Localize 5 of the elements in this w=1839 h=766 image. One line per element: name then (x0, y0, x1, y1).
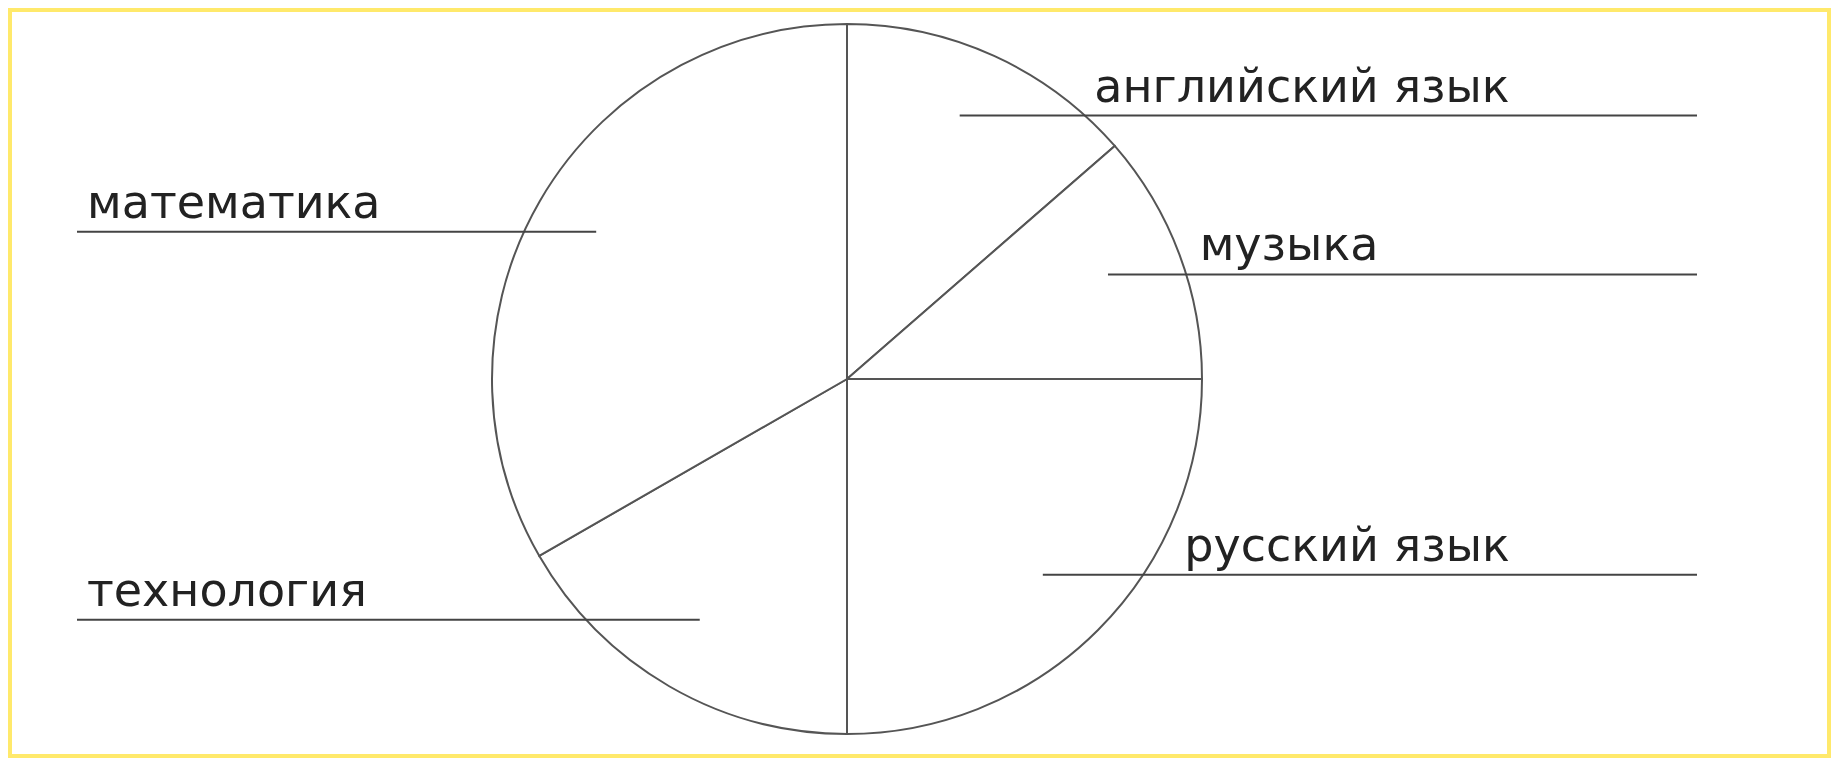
slice-label: технология (87, 562, 367, 617)
slice-label: русский язык (1184, 517, 1510, 572)
slice-label: математика (87, 174, 381, 229)
slice-label: английский язык (1094, 58, 1510, 113)
slice-label: музыка (1199, 217, 1379, 272)
